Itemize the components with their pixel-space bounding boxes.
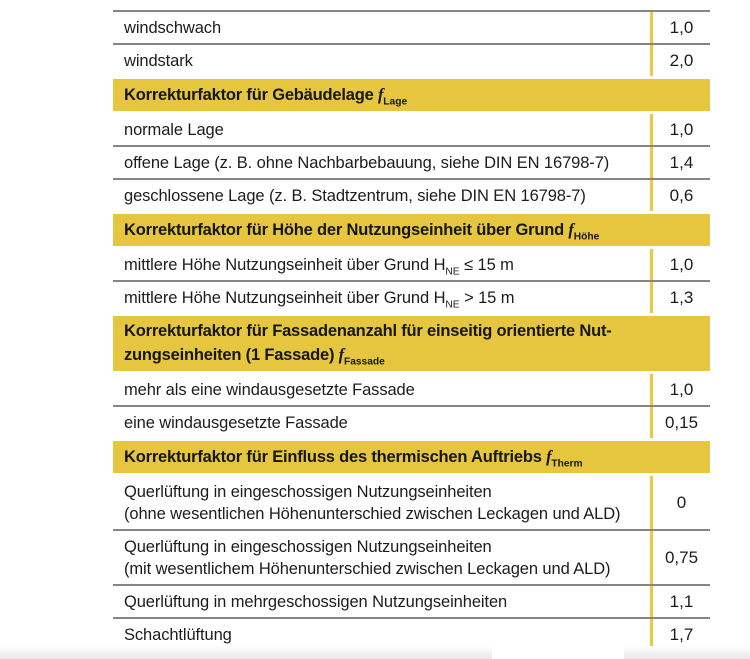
table-row-normale-lage: normale Lage 1,0	[113, 114, 710, 145]
table-row-querlueftung-mit: Querlüftung in eingeschossigen Nutzungse…	[113, 531, 710, 584]
correction-factors-table: windschwach 1,0 windstark 2,0 Korrekturf…	[113, 10, 710, 650]
row-value: 0	[650, 476, 710, 529]
row-label: Schachtlüftung	[124, 625, 232, 644]
row-value: 1,7	[650, 619, 710, 650]
row-value: 2,0	[650, 45, 710, 76]
factor-symbol: f	[378, 85, 384, 104]
row-separator	[113, 584, 710, 586]
row-label: mittlere Höhe Nutzungseinheit über Grund…	[124, 288, 515, 310]
row-label: mittlere Höhe Nutzungseinheit über Grund…	[124, 255, 514, 277]
table-row-querlueftung-ohne: Querlüftung in eingeschossigen Nutzungse…	[113, 476, 710, 529]
row-value: 1,0	[650, 114, 710, 145]
table-row-windstark: windstark 2,0	[113, 45, 710, 76]
table-row-windschwach: windschwach 1,0	[113, 12, 710, 43]
table-row-geschlossene-lage: geschlossene Lage (z. B. Stadtzentrum, s…	[113, 180, 710, 211]
row-separator	[113, 280, 710, 282]
section-header-therm: Korrekturfaktor für Einfluss des thermis…	[113, 441, 710, 473]
row-value: 1,0	[650, 374, 710, 405]
table-row-hoehe-le-15m: mittlere Höhe Nutzungseinheit über Grund…	[113, 249, 710, 280]
factor-symbol: f	[568, 220, 574, 239]
row-label: Querlüftung in mehrgeschossigen Nutzungs…	[124, 592, 508, 611]
row-separator	[113, 529, 710, 531]
row-label: geschlossene Lage (z. B. Stadtzentrum, s…	[124, 186, 586, 205]
row-separator	[113, 145, 710, 147]
row-separator	[113, 405, 710, 407]
factor-symbol: f	[338, 345, 345, 364]
row-value: 1,0	[650, 249, 710, 280]
row-separator	[113, 617, 710, 619]
row-value: 1,0	[650, 12, 710, 43]
row-label: windstark	[124, 51, 193, 70]
row-label: eine windausgesetzte Fassade	[124, 413, 348, 432]
row-value: 1,3	[650, 282, 710, 313]
row-label: offene Lage (z. B. ohne Nachbarbebauung,…	[124, 153, 610, 172]
row-value: 0,75	[650, 531, 710, 584]
row-label: Querlüftung in eingeschossigen Nutzungse…	[124, 482, 621, 523]
table-row-offene-lage: offene Lage (z. B. ohne Nachbarbebauung,…	[113, 147, 710, 178]
row-label: Querlüftung in eingeschossigen Nutzungse…	[124, 537, 611, 578]
row-label: mehr als eine windausgesetzte Fassade	[124, 380, 415, 399]
section-header-fassadenanzahl: Korrekturfaktor für Fassadenanzahl für e…	[113, 316, 710, 371]
table-row-mehrgeschossig: Querlüftung in mehrgeschossigen Nutzungs…	[113, 586, 710, 617]
table-row-schachtlueftung: Schachtlüftung 1,7	[113, 619, 710, 650]
row-separator	[113, 43, 710, 45]
row-label: windschwach	[124, 18, 222, 37]
section-header-hoehe: Korrekturfaktor für Höhe der Nutzungsein…	[113, 214, 710, 246]
bottom-band-highlight	[492, 646, 624, 659]
row-separator	[113, 178, 710, 180]
row-value: 1,4	[650, 147, 710, 178]
table-row-hoehe-gt-15m: mittlere Höhe Nutzungseinheit über Grund…	[113, 282, 710, 313]
row-value: 1,1	[650, 586, 710, 617]
bottom-gradient-band	[0, 646, 750, 659]
section-header-gebaeudelage: Korrekturfaktor für Gebäudelage fLage	[113, 79, 710, 111]
row-value: 0,15	[650, 407, 710, 438]
factor-symbol: f	[546, 447, 552, 466]
row-value: 0,6	[650, 180, 710, 211]
table-row-mehr-fassaden: mehr als eine windausgesetzte Fassade 1,…	[113, 374, 710, 405]
table-top-border	[113, 10, 710, 12]
row-label: normale Lage	[124, 120, 224, 139]
table-row-eine-fassade: eine windausgesetzte Fassade 0,15	[113, 407, 710, 438]
